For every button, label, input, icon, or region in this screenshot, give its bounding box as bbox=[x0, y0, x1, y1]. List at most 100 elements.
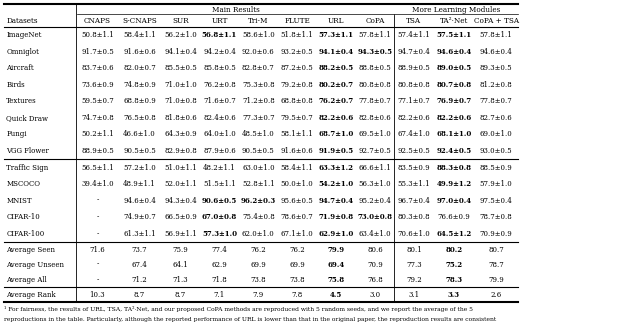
Text: Birds: Birds bbox=[6, 81, 25, 89]
Text: 97.5±0.4: 97.5±0.4 bbox=[480, 197, 513, 205]
Text: 73.0±0.8: 73.0±0.8 bbox=[358, 213, 392, 221]
Text: 82.2±0.6: 82.2±0.6 bbox=[319, 114, 354, 122]
Text: -: - bbox=[96, 261, 99, 269]
Text: 66.5±0.9: 66.5±0.9 bbox=[164, 213, 197, 221]
Text: 7.8: 7.8 bbox=[292, 291, 303, 299]
Text: 62.9±1.0: 62.9±1.0 bbox=[319, 230, 354, 238]
Text: 69.5±1.0: 69.5±1.0 bbox=[358, 131, 392, 138]
Text: 80.2: 80.2 bbox=[445, 246, 463, 254]
Text: CIFAR-10: CIFAR-10 bbox=[6, 213, 40, 221]
Text: 75.9: 75.9 bbox=[173, 246, 188, 254]
Text: 57.2±1.0: 57.2±1.0 bbox=[123, 164, 156, 172]
Text: 94.2±0.4: 94.2±0.4 bbox=[203, 48, 236, 56]
Text: 63.0±1.0: 63.0±1.0 bbox=[242, 164, 275, 172]
Text: 69.9: 69.9 bbox=[289, 261, 305, 269]
Text: 91.7±0.5: 91.7±0.5 bbox=[81, 48, 114, 56]
Text: 67.4: 67.4 bbox=[132, 261, 147, 269]
Text: 78.3: 78.3 bbox=[445, 276, 463, 284]
Text: 81.2±0.8: 81.2±0.8 bbox=[480, 81, 513, 89]
Text: Tri-M: Tri-M bbox=[248, 17, 269, 25]
Text: 90.5±0.5: 90.5±0.5 bbox=[123, 147, 156, 155]
Text: 82.2±0.6: 82.2±0.6 bbox=[436, 114, 472, 122]
Text: 80.1: 80.1 bbox=[406, 246, 422, 254]
Text: 2.6: 2.6 bbox=[490, 291, 502, 299]
Text: 76.5±0.8: 76.5±0.8 bbox=[123, 114, 156, 122]
Text: 94.3±0.5: 94.3±0.5 bbox=[358, 48, 392, 56]
Text: Quick Draw: Quick Draw bbox=[6, 114, 48, 122]
Text: Average Unseen: Average Unseen bbox=[6, 261, 64, 269]
Text: 91.9±0.5: 91.9±0.5 bbox=[319, 147, 354, 155]
Text: VGG Flower: VGG Flower bbox=[6, 147, 49, 155]
Text: 48.5±1.0: 48.5±1.0 bbox=[242, 131, 275, 138]
Text: -: - bbox=[96, 230, 99, 238]
Text: 7.1: 7.1 bbox=[214, 291, 225, 299]
Text: 39.4±1.0: 39.4±1.0 bbox=[81, 180, 114, 188]
Text: 85.5±0.5: 85.5±0.5 bbox=[164, 64, 197, 72]
Text: 73.8: 73.8 bbox=[289, 276, 305, 284]
Text: 77.8±0.7: 77.8±0.7 bbox=[480, 97, 513, 105]
Text: 88.5±0.9: 88.5±0.9 bbox=[480, 164, 513, 172]
Text: 77.1±0.7: 77.1±0.7 bbox=[397, 97, 430, 105]
Text: 83.5±0.9: 83.5±0.9 bbox=[397, 164, 430, 172]
Text: 90.5±0.5: 90.5±0.5 bbox=[242, 147, 275, 155]
Text: ImageNet: ImageNet bbox=[6, 31, 42, 39]
Text: 82.2±0.6: 82.2±0.6 bbox=[397, 114, 430, 122]
Text: More Learning Modules: More Learning Modules bbox=[412, 6, 500, 14]
Text: 71.6: 71.6 bbox=[90, 246, 105, 254]
Text: 94.3±0.4: 94.3±0.4 bbox=[164, 197, 197, 205]
Text: 94.6±0.4: 94.6±0.4 bbox=[436, 48, 472, 56]
Text: 69.0±1.0: 69.0±1.0 bbox=[480, 131, 513, 138]
Text: 58.1±1.1: 58.1±1.1 bbox=[281, 131, 314, 138]
Text: CoPA: CoPA bbox=[365, 17, 385, 25]
Text: 88.8±0.5: 88.8±0.5 bbox=[358, 64, 392, 72]
Text: ¹ For fairness, the results of URL, TSA, TA²·Net, and our proposed CoPA methods : ¹ For fairness, the results of URL, TSA,… bbox=[4, 306, 473, 312]
Text: 62.0±1.0: 62.0±1.0 bbox=[242, 230, 275, 238]
Text: 91.6±0.6: 91.6±0.6 bbox=[123, 48, 156, 56]
Text: 51.8±1.1: 51.8±1.1 bbox=[281, 31, 314, 39]
Text: 63.4±1.0: 63.4±1.0 bbox=[358, 230, 391, 238]
Text: 94.6±0.4: 94.6±0.4 bbox=[123, 197, 156, 205]
Text: 77.8±0.7: 77.8±0.7 bbox=[358, 97, 392, 105]
Text: 4.5: 4.5 bbox=[330, 291, 342, 299]
Text: 88.9±0.5: 88.9±0.5 bbox=[81, 147, 114, 155]
Text: CIFAR-100: CIFAR-100 bbox=[6, 230, 44, 238]
Text: 94.7±0.4: 94.7±0.4 bbox=[319, 197, 354, 205]
Text: 77.3: 77.3 bbox=[406, 261, 422, 269]
Text: CoPA + TSA: CoPA + TSA bbox=[474, 17, 518, 25]
Text: 82.8±0.6: 82.8±0.6 bbox=[358, 114, 392, 122]
Text: 93.0±0.5: 93.0±0.5 bbox=[480, 147, 513, 155]
Text: 79.5±0.7: 79.5±0.7 bbox=[281, 114, 314, 122]
Text: 48.2±1.1: 48.2±1.1 bbox=[203, 164, 236, 172]
Text: 57.9±1.0: 57.9±1.0 bbox=[480, 180, 513, 188]
Text: -: - bbox=[96, 213, 99, 221]
Text: 71.8: 71.8 bbox=[212, 276, 227, 284]
Text: 66.6±1.1: 66.6±1.1 bbox=[358, 164, 392, 172]
Text: TSA: TSA bbox=[406, 17, 422, 25]
Text: Datasets: Datasets bbox=[6, 17, 38, 25]
Text: 57.3±1.1: 57.3±1.1 bbox=[319, 31, 354, 39]
Text: 93.2±0.5: 93.2±0.5 bbox=[281, 48, 314, 56]
Text: Main Results: Main Results bbox=[212, 6, 259, 14]
Text: 87.2±0.5: 87.2±0.5 bbox=[281, 64, 314, 72]
Text: 92.4±0.5: 92.4±0.5 bbox=[436, 147, 472, 155]
Text: 80.8±0.8: 80.8±0.8 bbox=[358, 81, 392, 89]
Text: 58.4±1.1: 58.4±1.1 bbox=[123, 31, 156, 39]
Text: 50.0±1.0: 50.0±1.0 bbox=[281, 180, 314, 188]
Text: 57.4±1.1: 57.4±1.1 bbox=[397, 31, 430, 39]
Text: 58.6±1.0: 58.6±1.0 bbox=[242, 31, 275, 39]
Text: 85.8±0.5: 85.8±0.5 bbox=[203, 64, 236, 72]
Text: 73.8: 73.8 bbox=[250, 276, 266, 284]
Text: 51.0±1.1: 51.0±1.1 bbox=[164, 164, 197, 172]
Text: 68.7±1.0: 68.7±1.0 bbox=[319, 131, 354, 138]
Text: 76.2±0.7: 76.2±0.7 bbox=[319, 97, 354, 105]
Text: 7.9: 7.9 bbox=[253, 291, 264, 299]
Text: 89.3±0.5: 89.3±0.5 bbox=[480, 64, 513, 72]
Text: Fungi: Fungi bbox=[6, 131, 27, 138]
Text: 94.6±0.4: 94.6±0.4 bbox=[480, 48, 513, 56]
Text: 67.1±1.0: 67.1±1.0 bbox=[281, 230, 314, 238]
Text: 79.9: 79.9 bbox=[328, 246, 345, 254]
Text: 78.7±0.8: 78.7±0.8 bbox=[480, 213, 513, 221]
Text: 71.3: 71.3 bbox=[173, 276, 188, 284]
Text: 95.6±0.5: 95.6±0.5 bbox=[281, 197, 314, 205]
Text: 8.7: 8.7 bbox=[134, 291, 145, 299]
